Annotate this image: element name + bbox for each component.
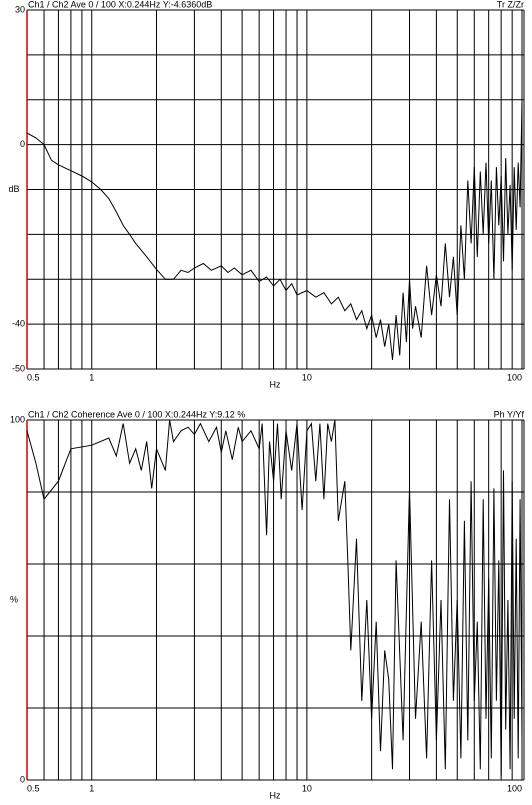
chart-title: Ch1 / Ch2 Coherence Ave 0 / 100 X:0.244H… <box>28 409 245 419</box>
chart-title: Ch1 / Ch2 Ave 0 / 100 X:0.244Hz Y:-4.636… <box>28 0 212 9</box>
x-tick-label: 10 <box>302 372 312 382</box>
x-tick-label: 100 <box>507 372 522 382</box>
y-tick-label: -40 <box>12 319 25 329</box>
x-tick-label: 0.5 <box>27 372 40 382</box>
y-tick-label: 0 <box>20 774 25 784</box>
y-axis-label: dB <box>8 184 19 194</box>
x-tick-label: 0.5 <box>27 783 40 793</box>
x-tick-label: 10 <box>302 783 312 793</box>
y-axis-label: % <box>10 594 18 604</box>
y-tick-label: 30 <box>15 4 25 14</box>
y-tick-label: 0 <box>20 139 25 149</box>
x-axis-label: Hz <box>270 790 281 800</box>
y-tick-label: 100 <box>10 414 25 424</box>
corner-label: Tr Z/Zr <box>497 0 524 9</box>
y-tick-label: -50 <box>12 363 25 373</box>
x-tick-label: 1 <box>89 372 94 382</box>
data-line <box>26 99 523 361</box>
x-tick-label: 100 <box>507 783 522 793</box>
corner-label: Ph Y/Yf <box>494 409 525 419</box>
data-line <box>26 419 523 777</box>
x-axis-label: Hz <box>270 379 281 389</box>
plot-area <box>27 420 524 780</box>
x-tick-label: 1 <box>89 783 94 793</box>
